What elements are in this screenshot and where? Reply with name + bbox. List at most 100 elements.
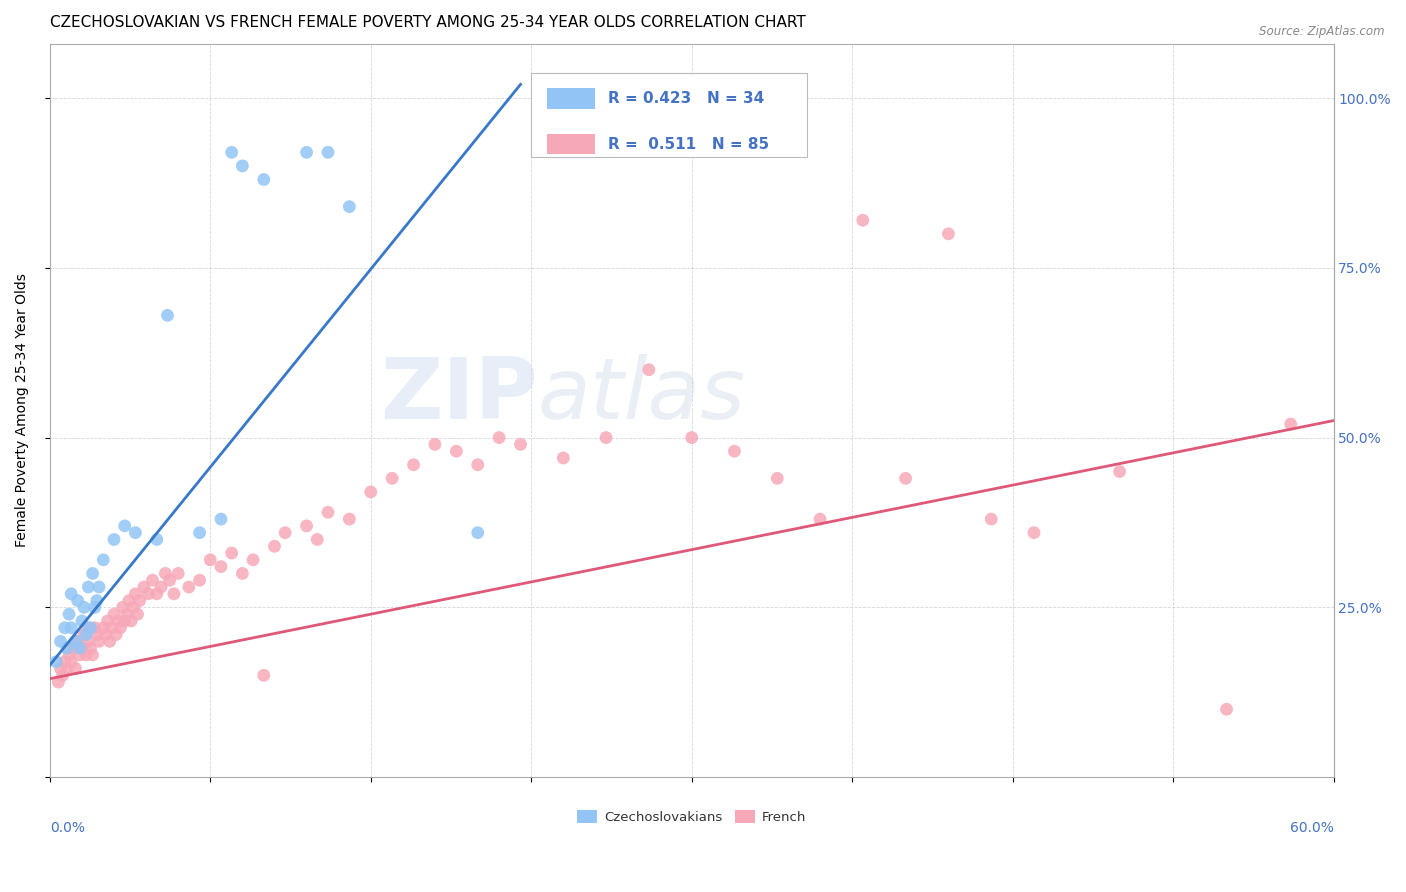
Point [681, 431, 703, 445]
Point [337, 512, 360, 526]
Point [141, 573, 163, 587]
Point [128, 593, 150, 607]
Point [159, 573, 181, 587]
Point [65, 661, 87, 675]
Point [49, 661, 72, 675]
Point [86, 593, 108, 607]
Point [73, 627, 96, 641]
Point [177, 580, 200, 594]
Point [1215, 702, 1237, 716]
Point [263, 539, 285, 553]
Point [75, 627, 97, 641]
Point [66, 634, 89, 648]
Point [938, 227, 960, 241]
Point [209, 559, 232, 574]
Point [105, 627, 128, 641]
Point [62, 641, 84, 656]
Point [49, 634, 72, 648]
Point [221, 145, 243, 160]
Point [253, 172, 276, 186]
Point [69, 648, 91, 662]
Point [509, 437, 531, 451]
Point [77, 621, 100, 635]
Point [209, 512, 232, 526]
Point [58, 607, 80, 622]
Point [94, 627, 117, 641]
Point [132, 580, 155, 594]
Point [58, 648, 80, 662]
Point [103, 533, 125, 547]
Point [114, 519, 136, 533]
Point [316, 505, 339, 519]
Point [467, 458, 489, 472]
Point [852, 213, 875, 227]
Point [82, 566, 104, 581]
Point [70, 614, 93, 628]
Point [48, 675, 70, 690]
Point [83, 621, 105, 635]
Point [136, 587, 159, 601]
Point [274, 525, 297, 540]
Point [446, 444, 468, 458]
Point [77, 580, 100, 594]
Y-axis label: Female Poverty Among 25-34 Year Olds: Female Poverty Among 25-34 Year Olds [15, 274, 30, 548]
Point [242, 553, 264, 567]
Point [146, 533, 169, 547]
Point [231, 159, 253, 173]
Bar [547, 134, 595, 154]
Point [402, 458, 425, 472]
Point [86, 627, 108, 641]
Point [56, 641, 79, 656]
Point [79, 621, 101, 635]
Point [124, 525, 146, 540]
Point [65, 634, 87, 648]
Text: 60.0%: 60.0% [1289, 822, 1333, 835]
Point [45, 655, 67, 669]
FancyBboxPatch shape [531, 73, 807, 157]
Point [127, 607, 149, 622]
Point [295, 145, 318, 160]
Point [766, 471, 789, 485]
Point [69, 641, 91, 656]
Point [894, 471, 917, 485]
Point [188, 573, 211, 587]
Point [124, 587, 146, 601]
Point [150, 580, 173, 594]
Point [66, 593, 89, 607]
Point [101, 621, 124, 635]
Point [360, 484, 382, 499]
Bar [547, 88, 595, 109]
Point [114, 614, 136, 628]
Point [75, 648, 97, 662]
Text: 0.0%: 0.0% [49, 822, 84, 835]
Point [337, 200, 360, 214]
Point [595, 431, 617, 445]
Point [488, 431, 510, 445]
Text: R = 0.423   N = 34: R = 0.423 N = 34 [609, 91, 765, 106]
Point [82, 648, 104, 662]
Point [53, 621, 76, 635]
Point [79, 641, 101, 656]
Point [231, 566, 253, 581]
Point [295, 519, 318, 533]
Point [103, 607, 125, 622]
Point [221, 546, 243, 560]
Point [60, 621, 83, 635]
Point [91, 553, 114, 567]
Point [118, 593, 141, 607]
Point [381, 471, 404, 485]
Point [110, 621, 132, 635]
Point [316, 145, 339, 160]
Point [70, 641, 93, 656]
Point [156, 309, 179, 323]
Point [146, 587, 169, 601]
Point [200, 553, 222, 567]
Point [167, 566, 190, 581]
Text: ZIP: ZIP [380, 354, 537, 437]
Point [111, 600, 134, 615]
Point [638, 362, 661, 376]
Point [60, 655, 83, 669]
Point [83, 600, 105, 615]
Point [87, 634, 110, 648]
Point [163, 587, 186, 601]
